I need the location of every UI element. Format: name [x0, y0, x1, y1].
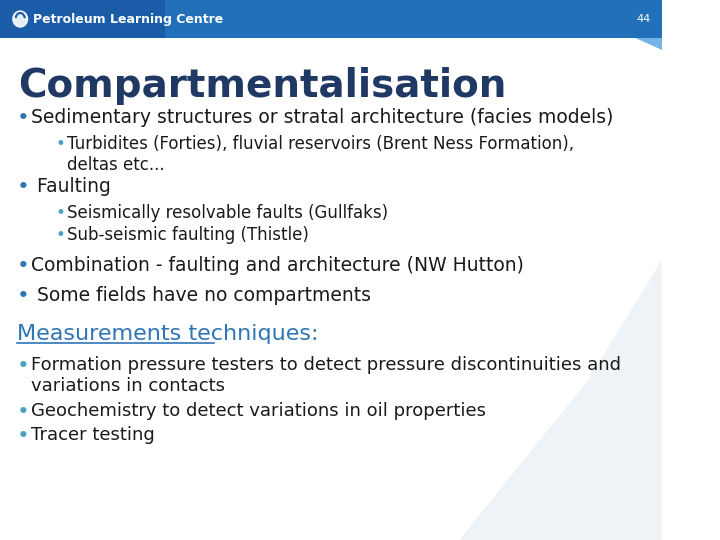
- Text: Some fields have no compartments: Some fields have no compartments: [31, 286, 372, 305]
- Text: Sedimentary structures or stratal architecture (facies models): Sedimentary structures or stratal archit…: [31, 108, 613, 127]
- Text: •: •: [55, 135, 65, 153]
- Text: •: •: [55, 226, 65, 244]
- Text: •: •: [17, 108, 30, 128]
- Polygon shape: [552, 0, 662, 50]
- FancyBboxPatch shape: [0, 0, 662, 38]
- Text: Compartmentalisation: Compartmentalisation: [19, 67, 507, 105]
- Text: Faulting: Faulting: [31, 177, 111, 196]
- Text: •: •: [17, 356, 30, 376]
- Text: •: •: [17, 426, 30, 446]
- Text: •: •: [17, 286, 30, 306]
- Text: Sub-seismic faulting (Thistle): Sub-seismic faulting (Thistle): [67, 226, 309, 244]
- Text: Tracer testing: Tracer testing: [31, 426, 155, 444]
- Text: 44: 44: [636, 14, 650, 24]
- Text: •: •: [17, 177, 30, 197]
- Text: Petroleum Learning Centre: Petroleum Learning Centre: [33, 12, 223, 25]
- Text: Formation pressure testers to detect pressure discontinuities and
variations in : Formation pressure testers to detect pre…: [31, 356, 621, 395]
- Polygon shape: [459, 260, 662, 540]
- Circle shape: [13, 11, 27, 27]
- FancyBboxPatch shape: [166, 0, 662, 38]
- Text: Seismically resolvable faults (Gullfaks): Seismically resolvable faults (Gullfaks): [67, 204, 388, 222]
- Text: Combination - faulting and architecture (NW Hutton): Combination - faulting and architecture …: [31, 256, 524, 275]
- Text: Measurements techniques:: Measurements techniques:: [17, 324, 318, 344]
- Text: Geochemistry to detect variations in oil properties: Geochemistry to detect variations in oil…: [31, 402, 486, 420]
- Text: Turbidites (Forties), fluvial reservoirs (Brent Ness Formation),
deltas etc...: Turbidites (Forties), fluvial reservoirs…: [67, 135, 575, 174]
- Text: •: •: [17, 402, 30, 422]
- Text: •: •: [17, 256, 30, 276]
- Text: •: •: [55, 204, 65, 222]
